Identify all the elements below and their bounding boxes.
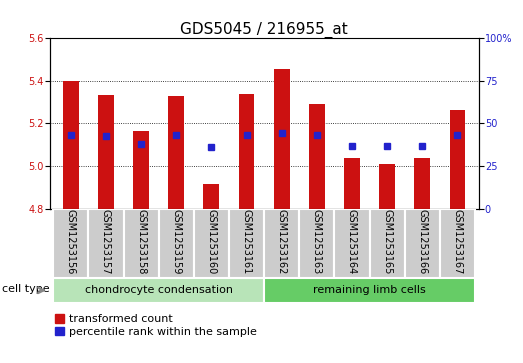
Bar bbox=[168, 96, 184, 209]
Text: GSM1253160: GSM1253160 bbox=[207, 209, 217, 274]
Text: GSM1253164: GSM1253164 bbox=[347, 209, 357, 274]
Text: GSM1253163: GSM1253163 bbox=[312, 209, 322, 274]
Bar bbox=[379, 164, 395, 209]
Bar bbox=[450, 110, 465, 209]
Text: GSM1253156: GSM1253156 bbox=[66, 209, 76, 274]
Bar bbox=[405, 209, 440, 278]
Legend: transformed count, percentile rank within the sample: transformed count, percentile rank withi… bbox=[55, 314, 256, 337]
Text: cell type: cell type bbox=[3, 284, 50, 294]
Title: GDS5045 / 216955_at: GDS5045 / 216955_at bbox=[180, 22, 348, 38]
Bar bbox=[229, 209, 264, 278]
Bar bbox=[133, 131, 149, 209]
Text: GSM1253162: GSM1253162 bbox=[277, 209, 287, 274]
Bar bbox=[98, 95, 114, 209]
Bar bbox=[344, 158, 360, 209]
Bar bbox=[414, 158, 430, 209]
Text: chondrocyte condensation: chondrocyte condensation bbox=[85, 285, 233, 295]
Bar bbox=[238, 94, 255, 209]
Bar bbox=[264, 278, 475, 303]
Bar bbox=[53, 278, 264, 303]
Text: GSM1253157: GSM1253157 bbox=[101, 209, 111, 274]
Bar bbox=[123, 209, 158, 278]
Bar bbox=[88, 209, 123, 278]
Text: GSM1253166: GSM1253166 bbox=[417, 209, 427, 274]
Bar bbox=[194, 209, 229, 278]
Bar bbox=[158, 209, 194, 278]
Bar bbox=[53, 209, 88, 278]
Bar bbox=[299, 209, 334, 278]
Bar bbox=[440, 209, 475, 278]
Bar bbox=[274, 69, 290, 209]
Text: GSM1253165: GSM1253165 bbox=[382, 209, 392, 274]
Text: GSM1253167: GSM1253167 bbox=[452, 209, 462, 274]
Bar bbox=[63, 81, 78, 209]
Bar bbox=[203, 184, 219, 209]
Text: remaining limb cells: remaining limb cells bbox=[313, 285, 426, 295]
Bar bbox=[309, 104, 325, 209]
Text: GSM1253158: GSM1253158 bbox=[136, 209, 146, 274]
Bar bbox=[370, 209, 405, 278]
Bar bbox=[264, 209, 299, 278]
Bar bbox=[334, 209, 370, 278]
Text: GSM1253159: GSM1253159 bbox=[171, 209, 181, 274]
Text: GSM1253161: GSM1253161 bbox=[242, 209, 252, 274]
